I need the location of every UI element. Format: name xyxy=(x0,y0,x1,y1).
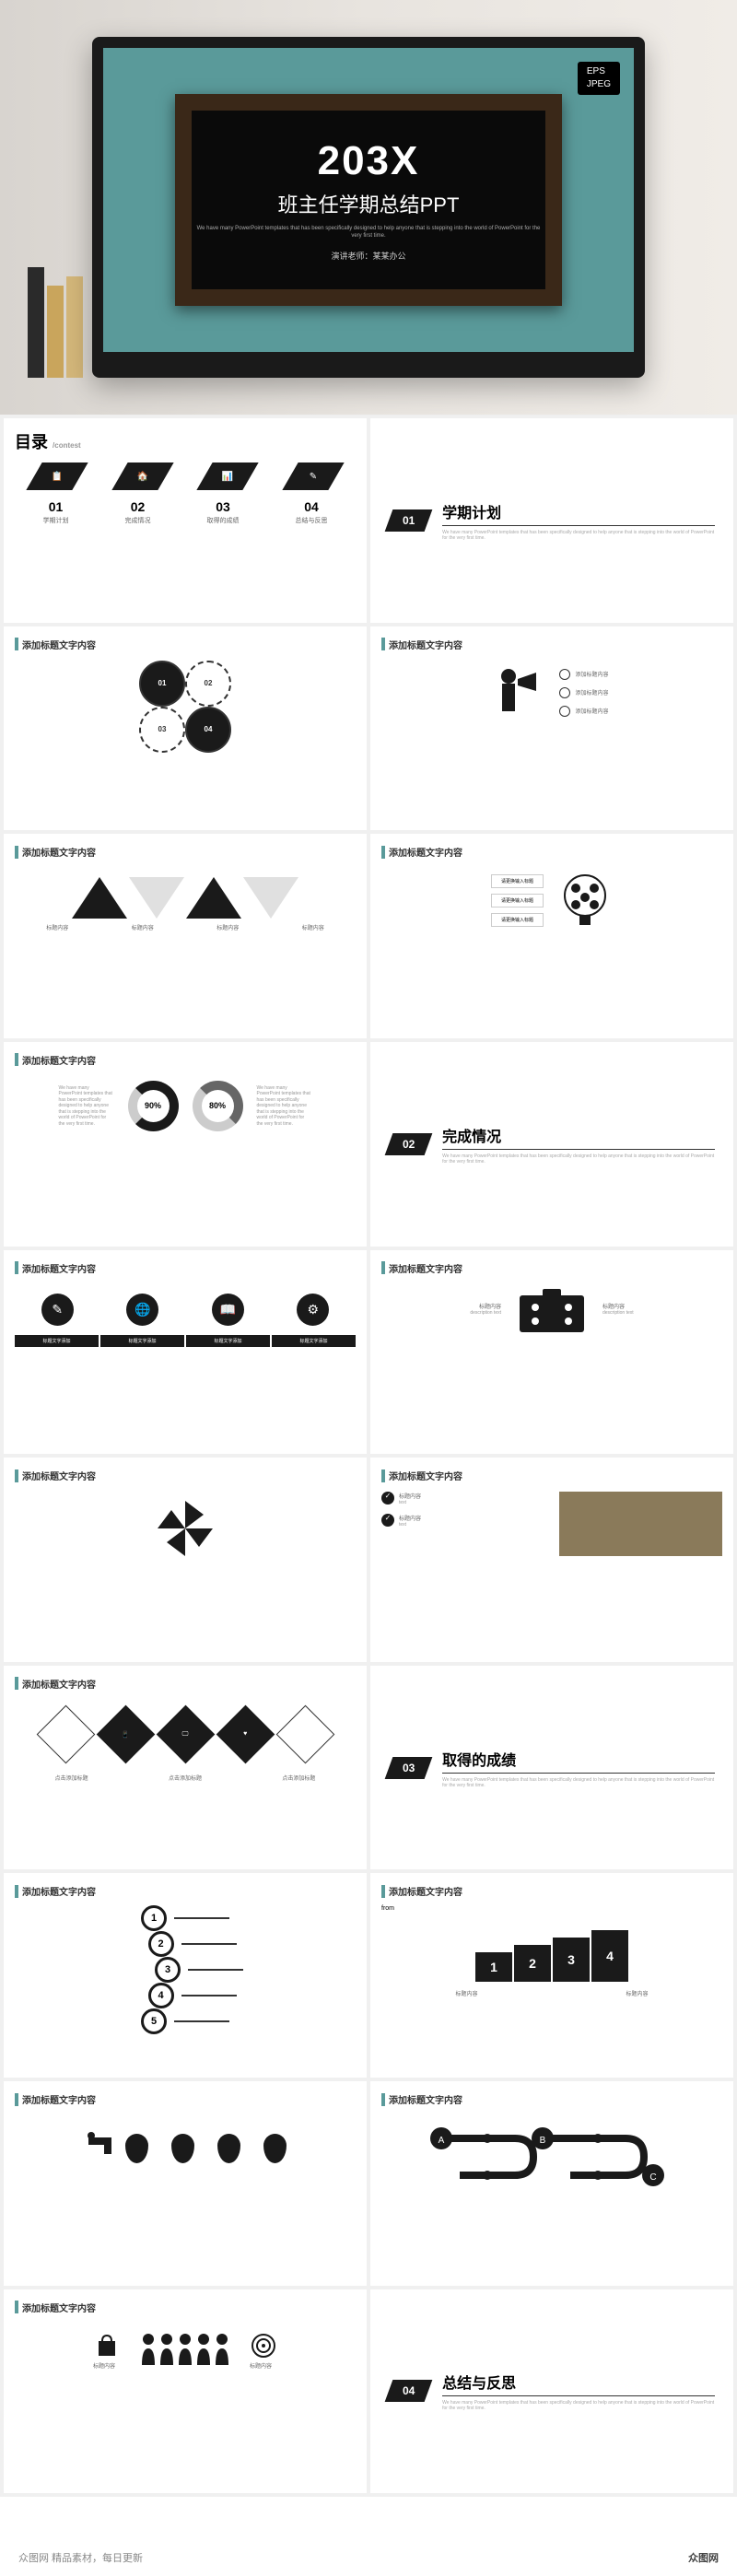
watermark-left: 众图网 精品素材，每日更新 xyxy=(18,2550,143,2565)
section-01: 01 学期计划 We have many PowerPoint template… xyxy=(370,418,733,623)
slide-donuts: 添加标题文字内容 We have many PowerPoint templat… xyxy=(4,1042,367,1247)
heart-icon: ♥ xyxy=(216,1704,275,1763)
slide-megaphone: 添加标题文字内容 添加标题内容 添加标题内容 添加标题内容 xyxy=(370,626,733,831)
watermark-right: 众图网 xyxy=(688,2550,719,2565)
slide-pinwheel: 添加标题文字内容 xyxy=(4,1458,367,1662)
slide-people: 添加标题文字内容 标题内容 标题内容 xyxy=(4,2289,367,2494)
shopping-bag-icon xyxy=(93,2332,121,2359)
format-badge: EPS JPEG xyxy=(578,62,620,95)
section-04: 04 总结与反思 We have many PowerPoint templat… xyxy=(370,2289,733,2494)
screen-icon: 🖵 xyxy=(156,1704,215,1763)
slide-wave: 添加标题文字内容 A B C xyxy=(370,2081,733,2286)
watermark-bar: 众图网 精品素材，每日更新 众图网 xyxy=(0,2539,737,2576)
books-decoration xyxy=(28,258,101,378)
slide-checklist: 添加标题文字内容 ✓标题内容text ✓标题内容text xyxy=(370,1458,733,1662)
target-icon xyxy=(250,2332,277,2359)
slide-icon-tabs: 添加标题文字内容 ✎ 🌐 📖 ⚙ 标题文字添加 标题文字添加 标题文字添加 标题… xyxy=(4,1250,367,1455)
toc-slide: 目录 /contest 📋 🏠 📊 ✎ 01学期计划 02完成情况 03取得的成… xyxy=(4,418,367,623)
slide-briefcase: 添加标题文字内容 标题内容description text 标题内容descri… xyxy=(370,1250,733,1455)
presenter-label: 演讲老师：某某办公 xyxy=(331,250,405,262)
section-badge: 01 xyxy=(385,509,433,532)
phone-icon: 📱 xyxy=(96,1704,155,1763)
main-title: 班主任学期总结PPT xyxy=(278,189,460,218)
monitor-screen: EPS JPEG 203X 班主任学期总结PPT We have many Po… xyxy=(103,48,634,352)
hero-slide: EPS JPEG 203X 班主任学期总结PPT We have many Po… xyxy=(0,0,737,415)
svg-text:A: A xyxy=(439,2136,445,2146)
people-group-icon xyxy=(135,2328,236,2374)
faucet-icon xyxy=(84,2128,116,2156)
slide-numbered-list: 添加标题文字内容 1 2 3 4 5 xyxy=(4,1873,367,2078)
gear-icon: ⚙ xyxy=(297,1294,329,1326)
svg-text:C: C xyxy=(649,2172,656,2183)
globe-icon: 🌐 xyxy=(126,1294,158,1326)
section-03: 03 取得的成绩 We have many PowerPoint templat… xyxy=(370,1666,733,1870)
slide-triangles: 添加标题文字内容 标题内容 标题内容 标题内容 标题内容 xyxy=(4,834,367,1038)
slide-steps: 添加标题文字内容 from 1 2 3 4 标题内容 标题内容 xyxy=(370,1873,733,2078)
slides-grid: 目录 /contest 📋 🏠 📊 ✎ 01学期计划 02完成情况 03取得的成… xyxy=(0,415,737,2497)
section-02: 02 完成情况 We have many PowerPoint template… xyxy=(370,1042,733,1247)
chalkboard: 203X 班主任学期总结PPT We have many PowerPoint … xyxy=(175,94,562,306)
photo-placeholder xyxy=(559,1492,723,1556)
pencil-icon: ✎ xyxy=(41,1294,74,1326)
briefcase-icon xyxy=(515,1284,589,1335)
person-megaphone-icon xyxy=(495,665,541,720)
hero-desc: We have many PowerPoint templates that h… xyxy=(192,226,545,240)
slide-drops: 添加标题文字内容 xyxy=(4,2081,367,2286)
year-text: 203X xyxy=(318,138,420,184)
slide-4circles: 添加标题文字内容 01 02 03 04 xyxy=(4,626,367,831)
slide-lightbulb: 添加标题文字内容 请更换输入标题 请更换输入标题 请更换输入标题 xyxy=(370,834,733,1038)
svg-text:B: B xyxy=(540,2136,546,2146)
monitor-frame: EPS JPEG 203X 班主任学期总结PPT We have many Po… xyxy=(92,37,645,378)
lightbulb-icon xyxy=(557,868,613,932)
wave-path-icon: A B C xyxy=(423,2115,681,2189)
pinwheel-icon xyxy=(148,1492,222,1565)
slide-diamonds: 添加标题文字内容 📱 🖵 ♥ 点击添加标题 点击添加标题 点击添加标题 xyxy=(4,1666,367,1870)
book-icon: 📖 xyxy=(212,1294,244,1326)
